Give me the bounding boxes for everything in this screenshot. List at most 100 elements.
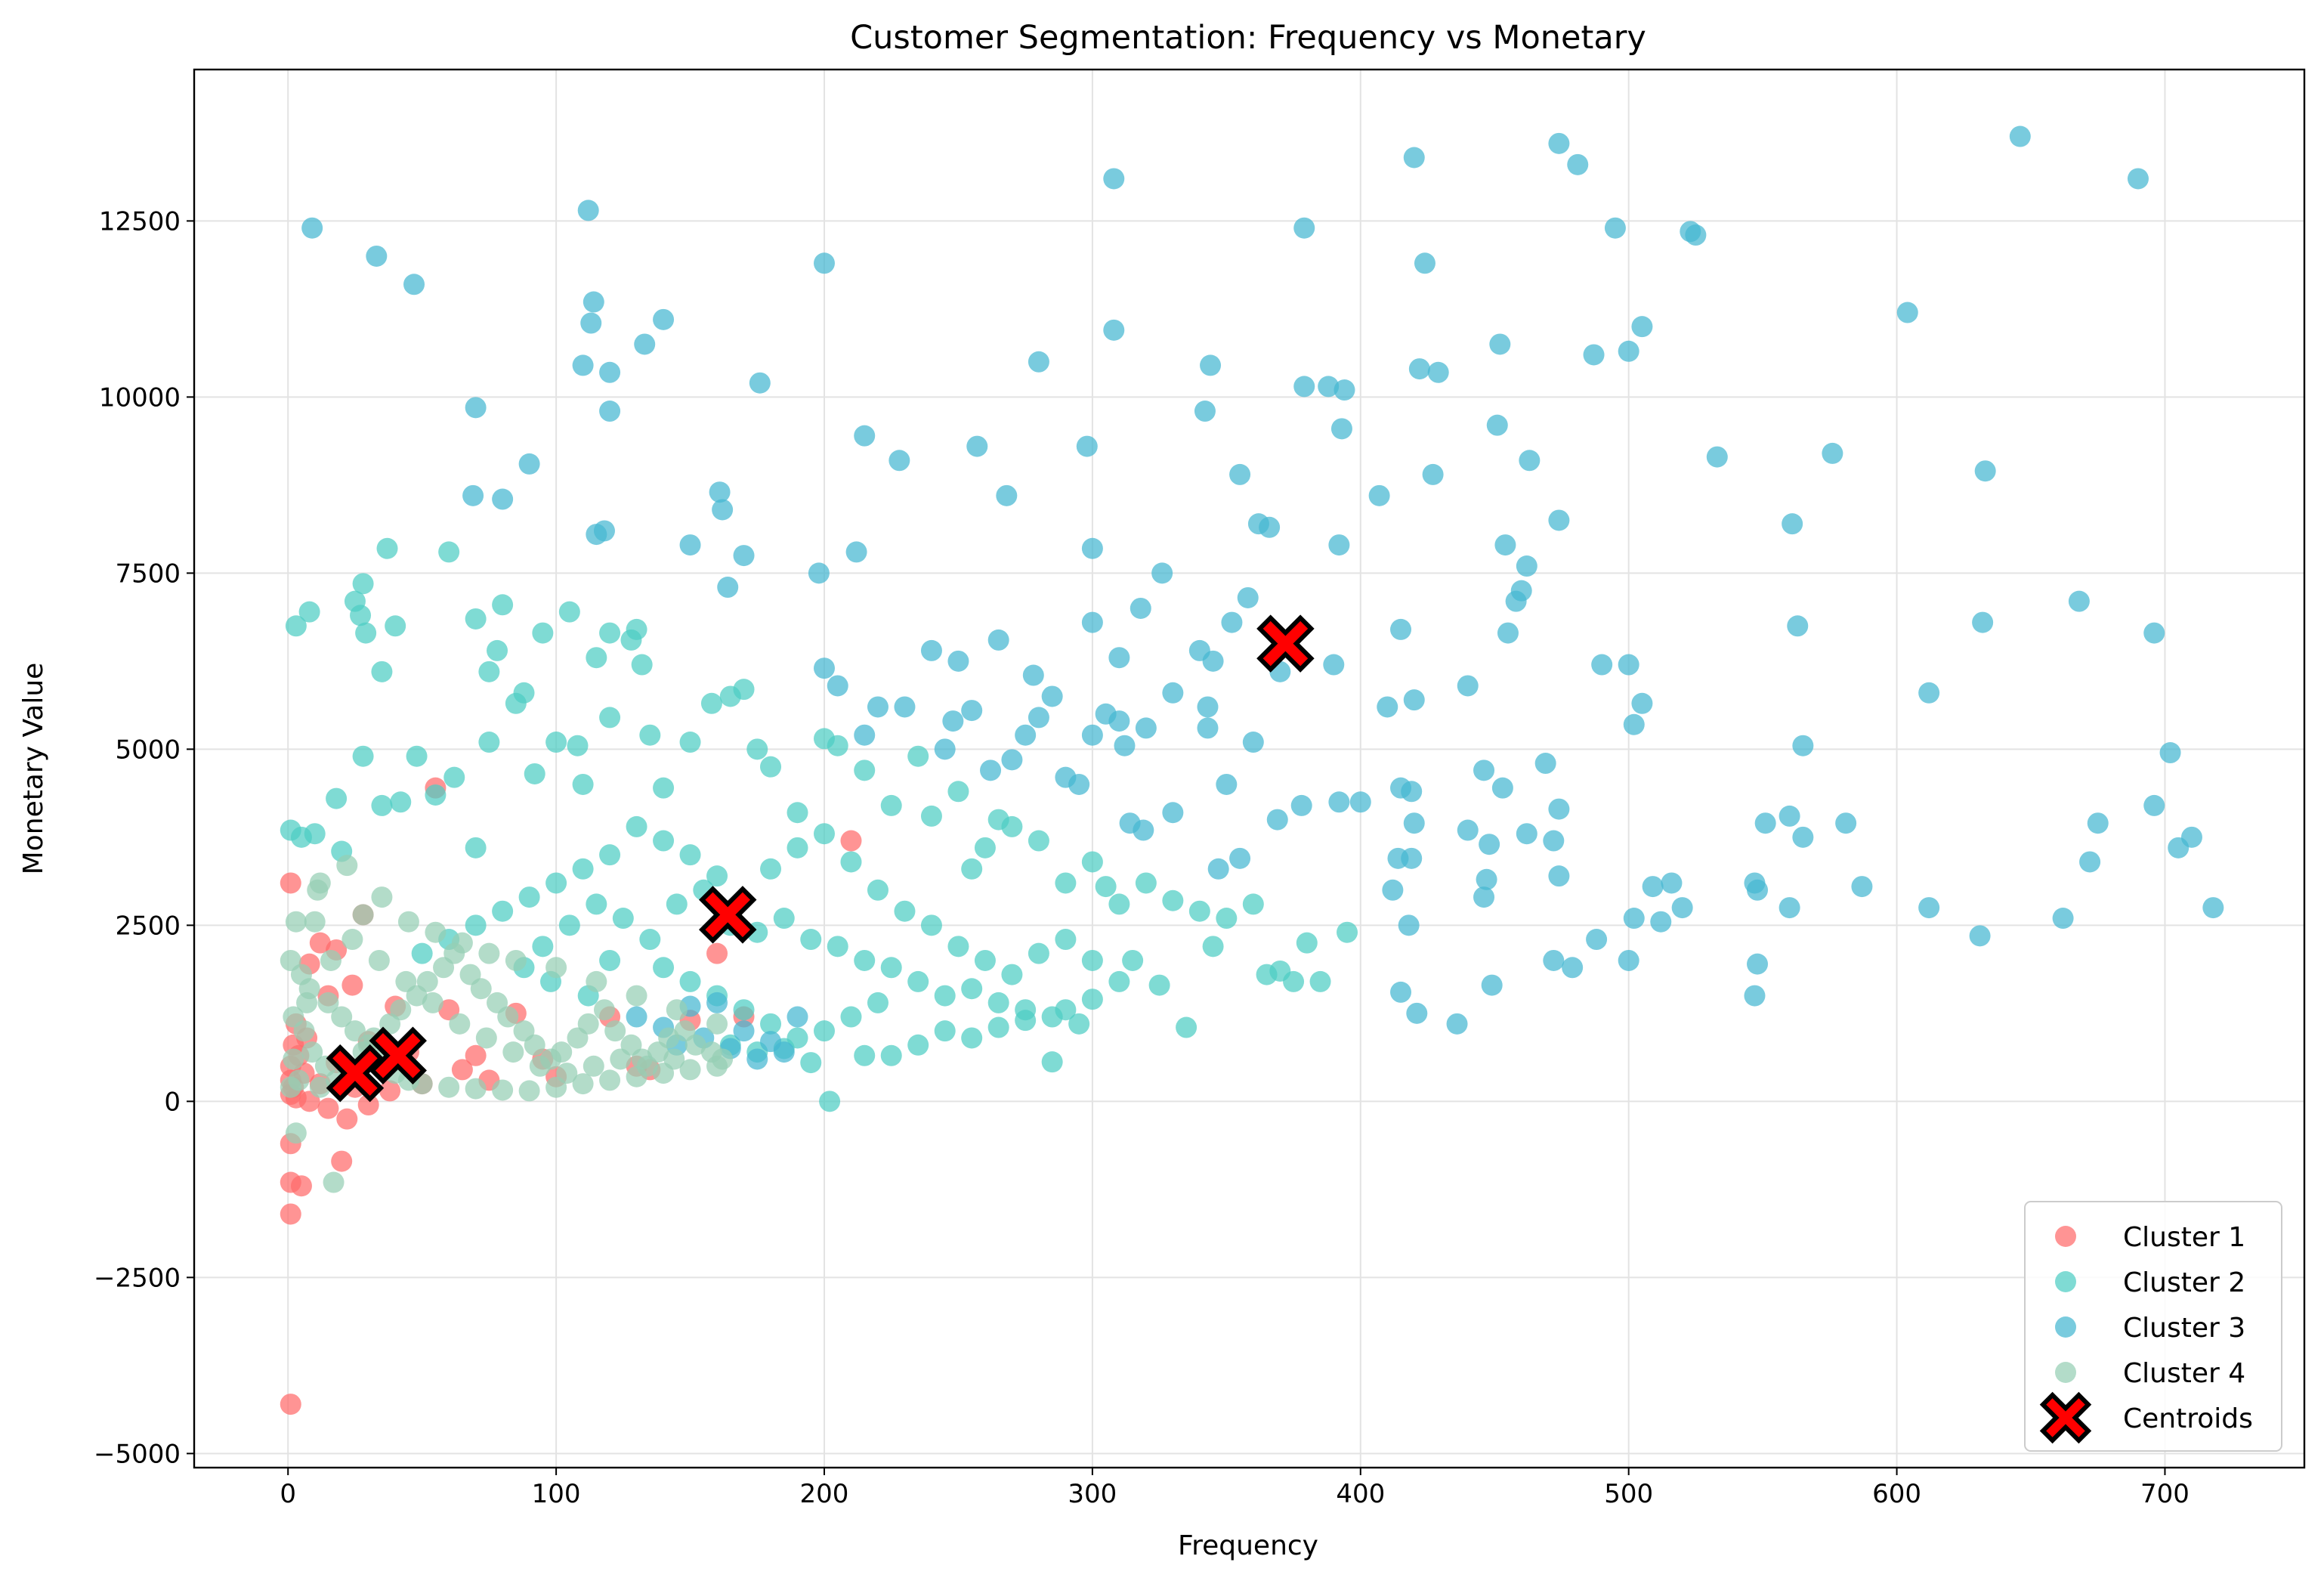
data-point	[465, 914, 487, 936]
data-point	[1661, 872, 1683, 894]
data-point	[323, 1171, 345, 1193]
data-point	[658, 1027, 680, 1049]
data-point	[583, 1055, 604, 1077]
data-point	[532, 936, 554, 958]
data-point	[1081, 949, 1103, 971]
data-point	[1974, 460, 1996, 482]
legend: Cluster 1 Cluster 2 Cluster 3 Cluster 4 Cent…	[2024, 1201, 2282, 1452]
data-point	[1543, 949, 1565, 971]
data-point	[1408, 358, 1430, 380]
data-point	[1779, 897, 1800, 919]
data-point	[280, 1394, 301, 1415]
y-tick-label: 5000	[115, 735, 181, 765]
data-point	[524, 1034, 545, 1056]
data-point	[422, 992, 443, 1013]
data-point	[1457, 675, 1479, 697]
data-point	[465, 1078, 487, 1100]
data-point	[2202, 897, 2224, 919]
data-point	[706, 865, 728, 887]
data-point	[840, 830, 862, 852]
data-point	[1293, 376, 1315, 398]
data-point	[1266, 809, 1288, 831]
data-point	[934, 1020, 956, 1042]
data-point	[1747, 953, 1769, 975]
legend-label: Cluster 2	[2123, 1267, 2245, 1298]
data-point	[712, 1048, 734, 1070]
data-point	[1148, 974, 1170, 996]
data-point	[1103, 319, 1125, 341]
data-point	[1618, 654, 1639, 676]
data-point	[746, 738, 768, 760]
data-point	[470, 978, 492, 1000]
data-point	[558, 601, 580, 623]
data-point	[1747, 879, 1769, 901]
data-point	[987, 992, 1009, 1013]
data-point	[572, 1073, 594, 1095]
data-point	[819, 1091, 841, 1112]
data-point	[478, 732, 500, 753]
data-point	[1427, 361, 1449, 383]
data-point	[773, 1041, 795, 1063]
data-point	[280, 1203, 301, 1225]
y-tick-label: −5000	[94, 1439, 181, 1469]
data-point	[545, 957, 567, 979]
data-point	[572, 773, 594, 795]
data-point	[285, 1122, 307, 1144]
data-point	[827, 735, 848, 756]
data-point	[987, 1016, 1009, 1038]
data-point	[593, 999, 615, 1021]
data-point	[679, 844, 701, 866]
centroid-marker	[326, 1044, 385, 1103]
data-point	[1293, 217, 1315, 239]
data-point	[545, 872, 567, 894]
data-point	[283, 1048, 304, 1070]
data-point	[1076, 435, 1098, 457]
data-point	[518, 453, 540, 475]
data-point	[706, 942, 728, 964]
y-tick-label: −2500	[94, 1263, 181, 1293]
data-point	[1337, 921, 1358, 943]
data-point	[626, 1006, 647, 1028]
data-point	[344, 1020, 366, 1042]
data-point	[1015, 724, 1037, 746]
centroid-marker	[1256, 614, 1315, 673]
data-point	[1422, 463, 1444, 485]
legend-marker	[2055, 1362, 2076, 1383]
data-point	[1401, 781, 1423, 803]
data-point	[1623, 908, 1645, 930]
data-point	[1446, 1013, 1468, 1035]
data-point	[787, 1006, 808, 1028]
data-point	[1028, 942, 1049, 964]
data-point	[1103, 168, 1125, 190]
data-point	[1516, 555, 1537, 577]
data-point	[1519, 450, 1541, 472]
data-point	[1368, 484, 1390, 506]
data-point	[1390, 618, 1412, 640]
x-tick-label: 400	[1336, 1479, 1385, 1509]
data-point	[1188, 900, 1210, 922]
data-point	[706, 1013, 728, 1035]
data-point	[1972, 611, 1994, 633]
data-point	[352, 904, 374, 926]
data-point	[787, 837, 808, 859]
data-point	[1283, 970, 1305, 992]
data-point	[492, 1079, 514, 1101]
data-point	[556, 1063, 578, 1084]
data-point	[626, 815, 647, 837]
data-point	[425, 784, 447, 806]
legend-marker	[2055, 1271, 2076, 1292]
data-point	[331, 1006, 353, 1028]
data-point	[840, 851, 862, 873]
data-point	[1390, 981, 1412, 1003]
data-point	[1476, 868, 1497, 890]
data-point	[1414, 252, 1436, 274]
legend-label: Cluster 3	[2123, 1313, 2245, 1344]
data-point	[462, 484, 484, 506]
data-point	[443, 942, 465, 964]
data-point	[1202, 936, 1224, 958]
data-point	[301, 1041, 323, 1063]
data-point	[1207, 858, 1229, 880]
data-point	[1567, 153, 1589, 175]
data-point	[1216, 773, 1238, 795]
data-point	[371, 661, 393, 682]
